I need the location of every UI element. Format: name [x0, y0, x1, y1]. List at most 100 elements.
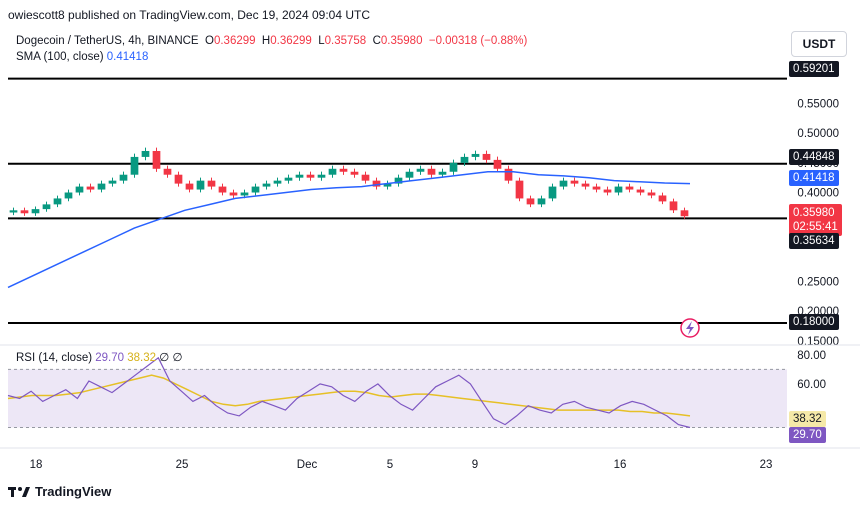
- candle-body: [64, 192, 73, 199]
- tradingview-logo[interactable]: TradingView: [8, 484, 111, 499]
- publisher-line: owiescott8 published on TradingView.com,…: [8, 8, 370, 22]
- candle-body: [614, 186, 623, 193]
- candle-body: [405, 171, 414, 178]
- price-tick-label: 0.15000: [797, 336, 839, 348]
- candle-body: [372, 180, 381, 187]
- rsi-ma-tag: 38.32: [789, 411, 826, 427]
- change-value: −0.00318 (−0.88%): [428, 35, 528, 47]
- symbol-legend: Dogecoin / TetherUS, 4h, BINANCE O0.3629…: [16, 35, 527, 47]
- candle-body: [218, 186, 227, 193]
- sma-tag: 0.41418: [789, 170, 839, 186]
- candle-body: [383, 183, 392, 187]
- sma-legend[interactable]: SMA (100, close) 0.41418: [16, 51, 148, 63]
- sma-label: SMA (100, close): [16, 51, 104, 63]
- currency-button[interactable]: USDT: [791, 31, 847, 57]
- candle-body: [493, 159, 502, 169]
- rsi-tag: 29.70: [789, 427, 826, 443]
- candle-body: [680, 210, 689, 217]
- candle-body: [636, 189, 645, 193]
- candle-body: [20, 210, 29, 214]
- candle-body: [240, 192, 249, 196]
- candle-body: [658, 195, 667, 202]
- sma-line: [7, 170, 691, 289]
- candle-body: [284, 177, 293, 181]
- candle-body: [108, 180, 117, 184]
- candle-body: [295, 174, 304, 178]
- candle-body: [339, 168, 348, 172]
- candle-body: [97, 183, 106, 190]
- candle-body: [471, 153, 480, 157]
- tradingview-logo-icon: [8, 486, 30, 497]
- x-tick-label: 16: [614, 459, 627, 471]
- candle-body: [251, 186, 260, 193]
- candle-body: [460, 156, 469, 163]
- candle-body: [42, 204, 51, 210]
- candle-body: [75, 186, 84, 193]
- candle-body: [141, 150, 150, 157]
- x-tick-label: 5: [387, 459, 393, 471]
- open-label: O: [205, 35, 214, 47]
- rsi-extra-2: ∅: [172, 352, 183, 364]
- price-tick-label: 0.55000: [797, 99, 839, 111]
- replay-icon[interactable]: [680, 318, 700, 338]
- candle-body: [86, 186, 95, 190]
- rsi-tick-label: 80.00: [797, 350, 826, 362]
- candle-body: [306, 174, 315, 178]
- candle-body: [196, 180, 205, 190]
- countdown: 02:55:41: [793, 221, 838, 233]
- candle-body: [361, 174, 370, 181]
- candle-body: [570, 180, 579, 184]
- high-label: H: [261, 35, 271, 47]
- candle-body: [647, 192, 656, 196]
- candle-body: [328, 168, 337, 175]
- low-value: 0.35758: [324, 35, 367, 47]
- candle-body: [625, 186, 634, 190]
- rsi-extra-1: ∅: [159, 352, 170, 364]
- price-tag: 0.35980 02:55:41: [789, 204, 842, 236]
- candle-body: [31, 209, 40, 214]
- candle-body: [9, 210, 18, 213]
- rsi-ma-line: [7, 374, 691, 417]
- candle-body: [229, 192, 238, 196]
- candle-body: [273, 180, 282, 184]
- candle-body: [185, 183, 194, 190]
- rsi-legend[interactable]: RSI (14, close) 29.70 38.32 ∅ ∅: [16, 350, 183, 364]
- x-tick-label: 9: [472, 459, 478, 471]
- open-value: 0.36299: [213, 35, 256, 47]
- candle-body: [119, 174, 128, 181]
- candle-body: [438, 171, 447, 175]
- candle-body: [394, 177, 403, 184]
- candle-body: [504, 168, 513, 181]
- close-label: C: [372, 35, 381, 47]
- level-tag-support: 0.35634: [789, 233, 839, 249]
- candle-body: [416, 168, 425, 172]
- rsi-value: 29.70: [95, 352, 125, 364]
- sma-value: 0.41418: [106, 51, 149, 63]
- rsi-line: [7, 356, 691, 429]
- candle-body: [581, 183, 590, 187]
- price-tag-value: 0.35980: [793, 207, 835, 219]
- rsi-tick-label: 60.00: [797, 379, 826, 391]
- candle-body: [130, 156, 139, 175]
- candle-body: [669, 201, 678, 211]
- candle-body: [427, 168, 436, 175]
- candle-body: [526, 198, 535, 205]
- candle-body: [163, 168, 172, 175]
- level-tag-top: 0.59201: [789, 61, 839, 77]
- brand-name: TradingView: [35, 484, 112, 499]
- candle-body: [317, 174, 326, 178]
- price-tick-label: 0.50000: [797, 128, 839, 140]
- low-label: L: [318, 35, 325, 47]
- close-value: 0.35980: [380, 35, 423, 47]
- x-tick-label: 25: [176, 459, 189, 471]
- price-tick-label: 0.25000: [797, 276, 839, 288]
- x-tick-label: 23: [760, 459, 773, 471]
- candle-body: [559, 180, 568, 187]
- symbol-name[interactable]: Dogecoin / TetherUS, 4h, BINANCE: [16, 35, 199, 47]
- candle-body: [174, 174, 183, 184]
- x-tick-label: Dec: [297, 459, 318, 471]
- candle-body: [449, 162, 458, 172]
- candle-body: [482, 153, 491, 160]
- candle-body: [53, 198, 62, 205]
